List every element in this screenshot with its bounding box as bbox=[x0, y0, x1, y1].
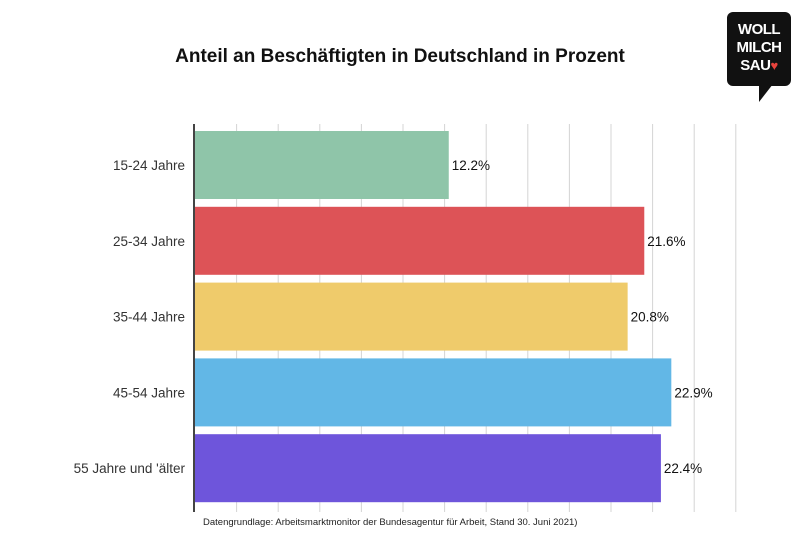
wollmilchsau-logo: WOLL MILCH SAU♥ bbox=[727, 12, 791, 104]
bar-3 bbox=[195, 282, 628, 351]
bar-4 bbox=[195, 358, 672, 427]
logo-speech-tail bbox=[759, 84, 773, 102]
logo-line-3-text: SAU bbox=[740, 57, 771, 74]
category-label: 25-34 Jahre bbox=[113, 234, 185, 249]
value-label: 21.6% bbox=[647, 234, 685, 249]
category-label: 35-44 Jahre bbox=[113, 310, 185, 325]
bars bbox=[195, 131, 672, 503]
bar-5 bbox=[195, 434, 661, 503]
category-label: 55 Jahre und 'älter bbox=[74, 461, 186, 476]
bar-2 bbox=[195, 206, 645, 275]
logo-line-2: MILCH bbox=[736, 39, 783, 56]
value-label: 20.8% bbox=[631, 310, 669, 325]
heart-icon: ♥ bbox=[770, 58, 778, 73]
value-label: 22.4% bbox=[664, 461, 702, 476]
value-label: 22.9% bbox=[674, 385, 712, 400]
logo-background bbox=[727, 12, 791, 86]
value-labels: 12.2% 21.6% 20.8% 22.9% 22.4% bbox=[452, 158, 713, 476]
value-label: 12.2% bbox=[452, 158, 490, 173]
category-label: 45-54 Jahre bbox=[113, 385, 185, 400]
logo-line-1: WOLL bbox=[737, 21, 781, 38]
logo-line-3: SAU♥ bbox=[727, 58, 791, 73]
chart-title: Anteil an Beschäftigten in Deutschland i… bbox=[175, 46, 625, 67]
source-note: Datengrundlage: Arbeitsmarktmonitor der … bbox=[203, 517, 578, 528]
category-label: 15-24 Jahre bbox=[113, 158, 185, 173]
bar-1 bbox=[195, 131, 449, 199]
category-labels: 15-24 Jahre 25-34 Jahre 35-44 Jahre 45-54 J… bbox=[74, 158, 186, 476]
